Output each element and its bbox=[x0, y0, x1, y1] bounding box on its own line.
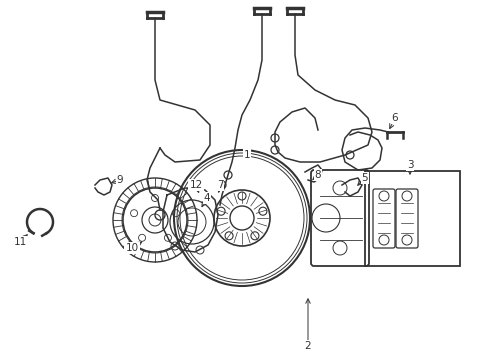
Text: 8: 8 bbox=[314, 170, 321, 180]
Bar bbox=[364, 171, 459, 266]
Text: 11: 11 bbox=[13, 237, 26, 247]
Text: 12: 12 bbox=[189, 180, 202, 190]
Text: 4: 4 bbox=[203, 193, 210, 203]
Text: 9: 9 bbox=[117, 175, 123, 185]
Text: 2: 2 bbox=[304, 341, 311, 351]
Text: 1: 1 bbox=[243, 150, 250, 160]
Text: 10: 10 bbox=[125, 243, 138, 253]
Text: 3: 3 bbox=[406, 160, 412, 170]
Text: 5: 5 bbox=[361, 173, 367, 183]
Text: 6: 6 bbox=[391, 113, 398, 123]
Text: 7: 7 bbox=[216, 180, 223, 190]
